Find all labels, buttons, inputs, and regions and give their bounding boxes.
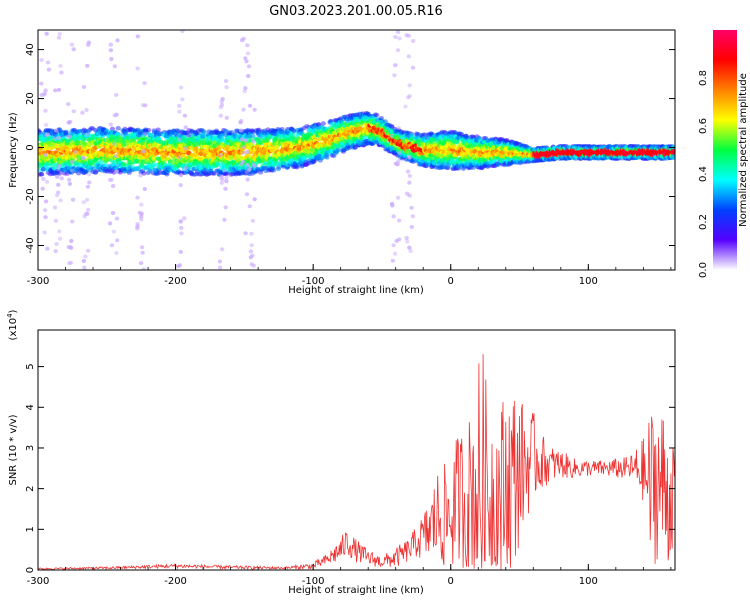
spectrogram-cell <box>374 112 380 118</box>
spectrogram-cell <box>81 137 87 142</box>
figure-title: GN03.2023.201.00.05.R16 <box>269 4 443 19</box>
spectrogram-cell <box>112 147 118 153</box>
spectrogram-cell <box>155 127 161 132</box>
spectrogram-cell <box>40 166 46 172</box>
spectrogram-cell <box>228 155 234 161</box>
spectrogram-cell <box>82 170 88 175</box>
spectrogram-cell <box>109 126 116 132</box>
spectrogram-cell <box>64 138 71 144</box>
spectrogram-heatmap <box>38 30 675 270</box>
spectrogram-cell <box>102 162 109 168</box>
spectrogram-cell <box>275 166 281 172</box>
spectrogram-cell <box>66 162 72 167</box>
spectrogram-cell <box>320 121 326 126</box>
spectrogram-cell <box>271 168 277 173</box>
spectrogram-cell <box>145 127 152 133</box>
spectrogram-cell <box>115 126 121 131</box>
spectrogram-cell <box>56 171 63 176</box>
spectrogram-cell <box>98 159 104 165</box>
spectrogram-cell <box>76 154 82 159</box>
spectrogram-cell <box>38 172 44 177</box>
spectrogram-cell <box>82 141 88 147</box>
spectrogram-cell <box>104 156 110 162</box>
